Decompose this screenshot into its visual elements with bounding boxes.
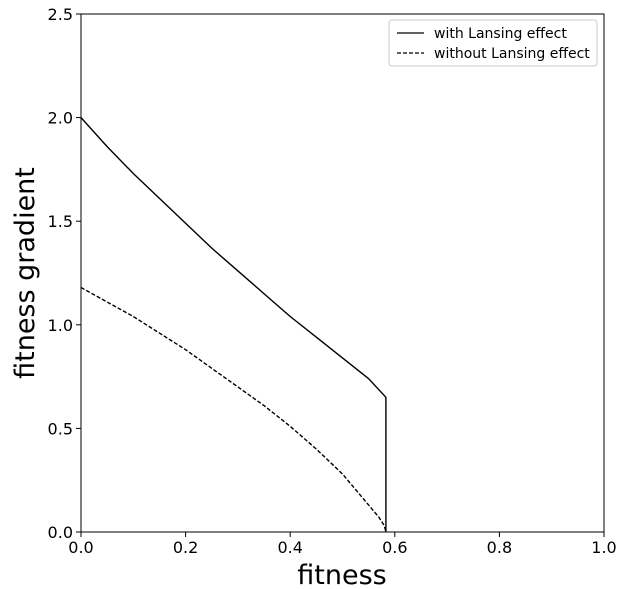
- y-tick-label: 2.5: [48, 5, 73, 24]
- y-axis: 0.0 0.5 1.0 1.5 2.0 2.5: [48, 5, 81, 542]
- y-tick-label: 0.0: [48, 523, 73, 542]
- x-axis-label: fitness: [297, 560, 386, 589]
- plot-lines: [80, 117, 387, 533]
- legend-label-without-lansing: without Lansing effect: [434, 46, 590, 62]
- y-tick-label: 0.5: [48, 419, 73, 438]
- x-tick-label: 0.8: [487, 538, 512, 557]
- series-line-without-lansing: [80, 286, 387, 533]
- plot-frame: [80, 13, 605, 533]
- x-tick-label: 0.6: [382, 538, 407, 557]
- y-axis-label: fitness gradient: [10, 167, 41, 379]
- legend: with Lansing effect without Lansing effe…: [388, 19, 598, 67]
- x-axis: 0.0 0.2 0.4 0.6 0.8 1.0: [68, 532, 617, 557]
- y-tick-label: 2.0: [48, 109, 73, 128]
- x-tick-label: 0.0: [68, 538, 93, 557]
- legend-label-with-lansing: with Lansing effect: [434, 26, 567, 42]
- legend-box: [388, 19, 598, 67]
- series-line-with-lansing: [80, 117, 387, 532]
- x-tick-label: 0.2: [173, 538, 198, 557]
- x-tick-label: 1.0: [591, 538, 616, 557]
- y-tick-label: 1.0: [48, 316, 73, 335]
- x-tick-label: 0.4: [277, 538, 302, 557]
- y-tick-label: 1.5: [48, 212, 73, 231]
